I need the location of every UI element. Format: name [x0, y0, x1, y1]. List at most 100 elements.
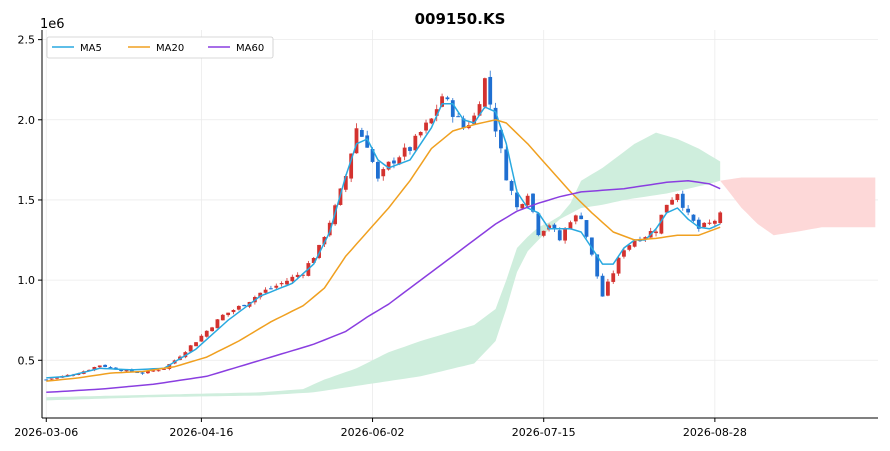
candle-body — [563, 228, 568, 241]
candle — [418, 131, 423, 138]
y-scale-label: 1e6 — [40, 17, 65, 32]
candle — [450, 98, 455, 123]
candle-body — [718, 212, 723, 224]
candle-body — [386, 161, 391, 170]
candlesticks — [44, 70, 723, 381]
candle-body — [531, 193, 535, 212]
candle-body — [381, 169, 386, 177]
ma5-line — [46, 103, 721, 379]
candle — [541, 230, 546, 238]
candle — [563, 227, 568, 244]
candle-body — [49, 378, 54, 380]
candle-body — [450, 100, 455, 117]
candle-body — [167, 364, 172, 369]
candle-body — [477, 104, 482, 116]
candle-body — [712, 220, 717, 224]
x-tick-label: 2026-04-16 — [169, 426, 233, 439]
candle-body — [322, 236, 327, 245]
candle-body — [611, 273, 616, 282]
candle-body — [600, 275, 605, 297]
candle-body — [349, 153, 354, 179]
candle-body — [226, 312, 231, 316]
x-tick-label: 2026-06-02 — [341, 426, 405, 439]
legend-box — [46, 36, 274, 59]
candle — [204, 330, 209, 338]
candle-body — [408, 147, 412, 151]
x-tick-label: 2026-08-28 — [683, 426, 747, 439]
candle-body — [440, 96, 444, 107]
candle-body — [162, 368, 166, 370]
candle-body — [215, 319, 220, 329]
candle — [579, 212, 584, 220]
candle — [686, 205, 691, 216]
candle — [680, 190, 685, 211]
ma20-line — [46, 119, 721, 382]
candle-body — [317, 244, 321, 258]
y-tick-label: 0.5 — [18, 354, 36, 367]
candle-body — [290, 276, 295, 282]
candle-body — [151, 370, 156, 372]
candle — [600, 273, 605, 297]
candle-body — [354, 128, 359, 154]
candle — [675, 193, 680, 203]
candle-body — [55, 377, 59, 379]
candle — [103, 364, 108, 368]
candle-body — [194, 342, 198, 347]
candle-body — [124, 369, 129, 372]
candle — [622, 248, 626, 259]
candle — [664, 204, 669, 213]
candle — [702, 222, 707, 228]
candle — [670, 197, 674, 206]
candle — [429, 118, 434, 125]
candle — [327, 220, 332, 237]
candle-body — [686, 208, 691, 213]
candle — [199, 334, 204, 342]
candle-body — [461, 118, 466, 129]
candle — [285, 278, 289, 286]
candle — [215, 318, 220, 329]
cloud-bearish — [720, 177, 876, 236]
candle-body — [696, 219, 701, 229]
candle-body — [632, 240, 637, 247]
candle-body — [595, 254, 600, 277]
candle — [242, 304, 247, 307]
candle-body — [702, 222, 707, 228]
candle-body — [210, 327, 214, 332]
candle — [605, 278, 610, 297]
candle-body — [285, 280, 289, 285]
candle-body — [119, 369, 124, 372]
candle-body — [568, 222, 573, 229]
candle — [509, 179, 514, 196]
candle-body — [499, 129, 503, 149]
candle — [696, 217, 701, 232]
candle-body — [279, 283, 284, 285]
candle — [231, 309, 236, 315]
candle-body — [504, 149, 509, 181]
candle — [504, 146, 509, 181]
candle — [311, 256, 316, 264]
candle-body — [643, 237, 648, 240]
candle-body — [97, 365, 102, 368]
candle — [616, 256, 621, 276]
candle-body — [707, 222, 712, 224]
candle — [525, 193, 530, 208]
candle-body — [359, 130, 364, 137]
candle — [194, 342, 198, 347]
candle-body — [311, 258, 316, 264]
candle-body — [605, 281, 610, 296]
x-ticks: 2026-03-06 2026-04-16 2026-06-02 2026-07-15… — [14, 418, 747, 439]
candle-body — [509, 181, 514, 191]
candle-body — [220, 314, 225, 321]
candle-body — [76, 374, 81, 376]
candle — [691, 214, 696, 223]
candle — [557, 227, 562, 242]
candle — [413, 133, 418, 153]
candle-body — [691, 214, 696, 221]
ma60-line — [46, 179, 721, 394]
candle-body — [589, 237, 594, 255]
candle — [381, 167, 386, 181]
candle-body — [670, 199, 674, 205]
candle — [456, 113, 461, 118]
candle — [44, 379, 49, 381]
